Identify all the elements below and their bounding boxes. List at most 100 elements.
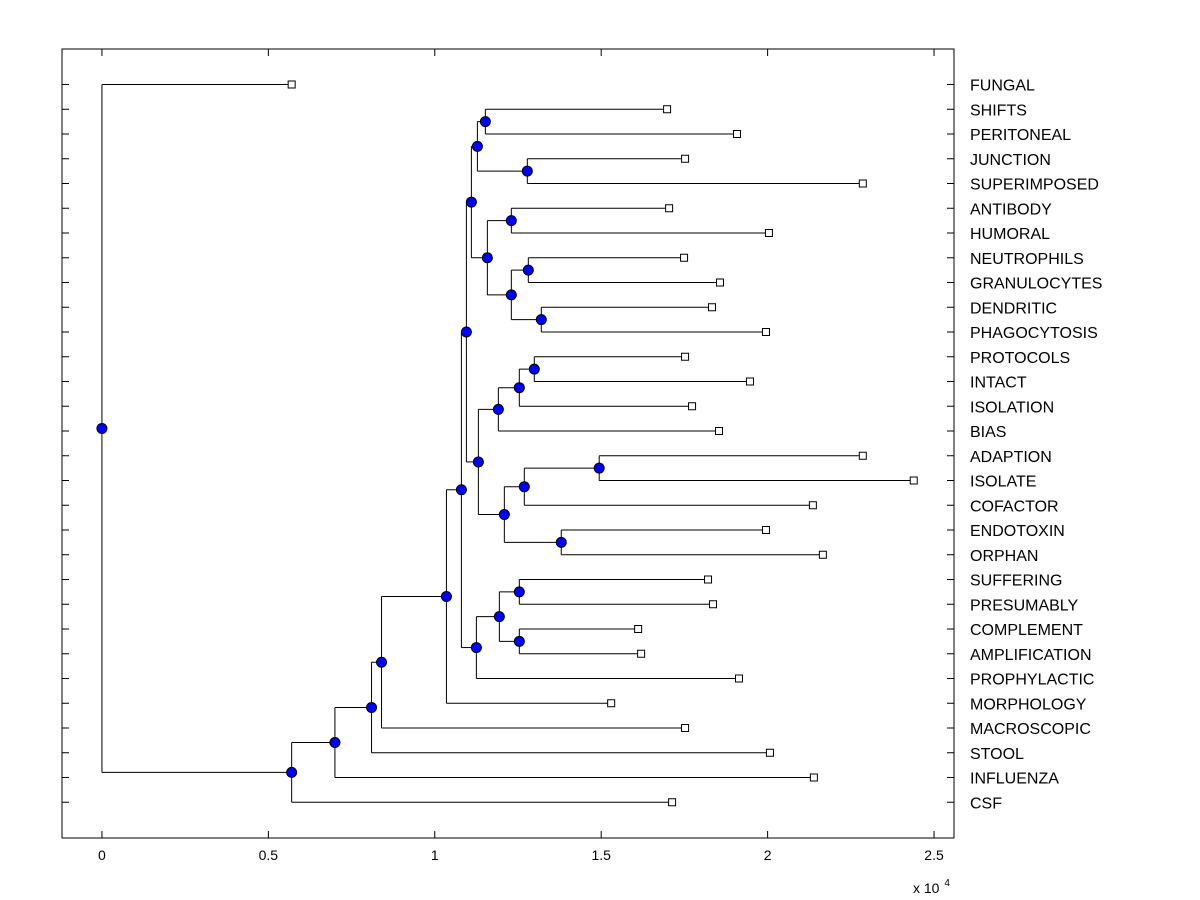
- node-marker-m27: [329, 737, 341, 749]
- leaf-marker-csf: [668, 798, 677, 807]
- leaf-marker-morphology: [607, 699, 616, 708]
- leaf-label-csf: CSF: [970, 795, 1002, 812]
- node-marker-m19: [513, 635, 525, 647]
- leaf-marker-cofactor: [808, 501, 817, 510]
- leaf-label-isolation: ISOLATION: [970, 399, 1054, 416]
- leaf-marker-dendritic: [708, 303, 717, 312]
- leaf-label-peritoneal: PERITONEAL: [970, 127, 1071, 144]
- leaf-marker-superimposed: [858, 179, 867, 188]
- leaf-label-fungal: FUNGAL: [970, 78, 1035, 95]
- node-marker-m13: [593, 462, 605, 474]
- leaf-label-antibody: ANTIBODY: [970, 201, 1052, 218]
- leaf-marker-macroscopic: [681, 724, 690, 732]
- x-tick-label-5: 2.5: [924, 847, 944, 863]
- leaf-marker-isolate: [909, 476, 918, 485]
- node-marker-m5: [522, 264, 534, 276]
- leaf-label-morphology: MORPHOLOGY: [970, 696, 1087, 713]
- leaf-marker-fungal: [287, 80, 296, 89]
- node-marker-m24: [440, 591, 452, 603]
- leaf-label-macroscopic: MACROSCOPIC: [970, 721, 1091, 738]
- leaf-marker-stool: [765, 748, 774, 757]
- x-tick-label-4: 2: [764, 847, 772, 863]
- leaf-label-adaption: ADAPTION: [970, 449, 1052, 466]
- leaf-marker-junction: [681, 154, 690, 163]
- leaf-label-complement: COMPLEMENT: [970, 622, 1083, 639]
- leaf-marker-complement: [634, 625, 643, 633]
- leaf-label-suffering: SUFFERING: [970, 573, 1062, 590]
- leaf-marker-granulocytes: [716, 278, 725, 287]
- leaf-label-intact: INTACT: [970, 375, 1027, 392]
- node-marker-m8: [481, 252, 493, 264]
- leaf-marker-prophylactic: [734, 674, 743, 683]
- leaf-label-dendritic: DENDRITIC: [970, 300, 1057, 317]
- leaf-marker-antibody: [665, 204, 674, 213]
- leaf-label-superimposed: SUPERIMPOSED: [970, 177, 1099, 194]
- node-marker-m16: [498, 509, 510, 521]
- leaf-label-prophylactic: PROPHYLACTIC: [970, 672, 1094, 689]
- node-marker-m20: [493, 611, 505, 623]
- dendrogram-markers: [96, 80, 918, 807]
- node-marker-m3: [471, 140, 483, 152]
- leaf-marker-shifts: [663, 105, 672, 114]
- axis-multiplier: x 10 4: [913, 878, 950, 896]
- leaf-label-stool: STOOL: [970, 746, 1024, 763]
- node-marker-m18: [513, 586, 525, 598]
- node-marker-m10: [528, 363, 540, 375]
- x-axis: 0 0.5 1 1.5 2 2.5: [98, 49, 944, 863]
- leaf-marker-isolation: [688, 402, 697, 411]
- leaf-marker-humoral: [764, 229, 773, 237]
- node-marker-m14: [518, 481, 530, 493]
- node-marker-m1: [479, 116, 491, 128]
- x-tick-label-1: 0.5: [259, 847, 279, 863]
- leaf-label-humoral: HUMORAL: [970, 226, 1050, 243]
- axis-ticks: [62, 84, 954, 803]
- leaf-marker-protocols: [681, 352, 690, 361]
- leaf-label-presumably: PRESUMABLY: [970, 597, 1079, 614]
- leaf-labels: FUNGAL SHIFTS PERITONEAL JUNCTION SUPERIMPOS…: [970, 78, 1102, 813]
- node-marker-root: [96, 422, 108, 434]
- leaf-marker-peritoneal: [732, 130, 741, 138]
- node-marker-m7: [505, 289, 517, 301]
- axis-multiplier-exponent: 4: [944, 878, 950, 889]
- node-marker-m9: [465, 196, 477, 208]
- leaf-label-endotoxin: ENDOTOXIN: [970, 523, 1065, 540]
- node-marker-m26: [366, 702, 378, 714]
- node-marker-m4: [505, 215, 517, 227]
- leaf-label-granulocytes: GRANULOCYTES: [970, 276, 1102, 293]
- leaf-marker-adaption: [858, 451, 867, 460]
- node-marker-m28: [286, 766, 298, 778]
- leaf-label-isolate: ISOLATE: [970, 474, 1036, 491]
- leaf-label-phagocytosis: PHAGOCYTOSIS: [970, 325, 1098, 342]
- node-marker-m23: [455, 484, 467, 496]
- node-marker-m6: [535, 314, 547, 326]
- leaf-label-junction: JUNCTION: [970, 152, 1051, 169]
- leaf-label-orphan: ORPHAN: [970, 548, 1038, 565]
- leaf-marker-neutrophils: [680, 253, 689, 262]
- node-marker-m2: [521, 165, 533, 177]
- leaf-label-neutrophils: NEUTROPHILS: [970, 251, 1084, 268]
- node-marker-m15: [555, 536, 567, 548]
- leaf-marker-bias: [715, 427, 724, 435]
- leaf-label-cofactor: COFACTOR: [970, 498, 1059, 515]
- leaf-marker-presumably: [709, 600, 718, 609]
- leaf-marker-intact: [745, 377, 754, 386]
- x-tick-label-0: 0: [98, 847, 106, 863]
- x-tick-label-2: 1: [431, 847, 439, 863]
- plot-background: [61, 48, 955, 839]
- leaf-marker-influenza: [809, 773, 818, 782]
- leaf-label-influenza: INFLUENZA: [970, 771, 1059, 788]
- node-marker-m22: [460, 326, 472, 338]
- leaf-label-protocols: PROTOCOLS: [970, 350, 1070, 367]
- leaf-label-amplification: AMPLIFICATION: [970, 647, 1092, 664]
- leaf-marker-orphan: [818, 550, 827, 559]
- node-marker-m21: [470, 642, 482, 654]
- leaf-marker-amplification: [637, 649, 646, 658]
- node-marker-m12: [492, 403, 504, 415]
- x-tick-label-3: 1.5: [591, 847, 611, 863]
- leaf-marker-suffering: [704, 575, 713, 584]
- leaf-marker-phagocytosis: [761, 328, 770, 336]
- node-marker-m17: [472, 456, 484, 468]
- leaf-marker-endotoxin: [761, 526, 770, 534]
- leaf-label-shifts: SHIFTS: [970, 102, 1027, 119]
